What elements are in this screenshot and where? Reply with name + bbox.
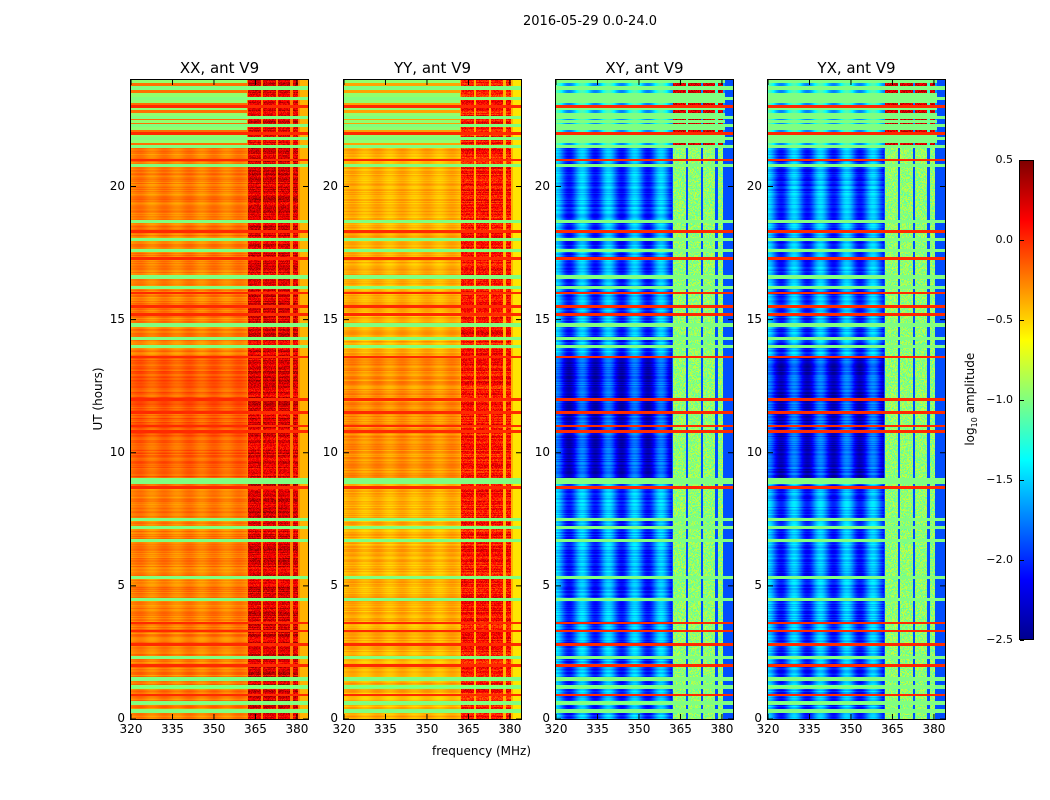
panel-title-xx: XX, ant V9 (179, 59, 260, 77)
y-tick-label: 20 (534, 178, 550, 193)
axis-ticks (343, 80, 521, 720)
colorbar-tick-mark (1020, 160, 1024, 161)
figure-suptitle: 2016-05-29 0.0-24.0 (523, 14, 657, 29)
colorbar-label-log: log (962, 427, 977, 446)
colorbar-tick-mark (1020, 560, 1024, 561)
x-tick-label: 335 (374, 722, 397, 736)
panel-title-yx: YX, ant V9 (817, 59, 896, 77)
colorbar-tick-label: 0.0 (995, 233, 1014, 246)
heatmap-panel-xx: 320 335 350 365 380 0 5 10 15 20 (110, 79, 309, 736)
colorbar-label-subscript: 10 (970, 417, 980, 428)
y-tick-label: 0 (330, 711, 338, 725)
y-tick-label: 10 (746, 444, 762, 459)
x-tick-label: 380 (285, 722, 309, 736)
axis-ticks (555, 80, 733, 720)
x-axis-label: frequency (MHz) (432, 744, 532, 758)
colorbar-tick-label: −1.5 (986, 473, 1013, 486)
x-tick-label: 335 (161, 722, 184, 736)
y-axis-label: UT (hours) (91, 367, 105, 431)
colorbar-tick-label: −2.0 (986, 553, 1013, 566)
y-tick-label: 10 (322, 444, 338, 459)
x-tick-label: 335 (586, 722, 609, 736)
y-tick-label: 20 (322, 178, 338, 193)
x-tick-label: 365 (881, 722, 904, 736)
heatmap-image (131, 80, 308, 719)
x-tick-label: 365 (244, 722, 267, 736)
y-tick-label: 0 (754, 711, 762, 725)
colorbar-tick-label: −2.5 (986, 633, 1013, 646)
x-tick-label: 350 (415, 722, 439, 736)
axes-frame (130, 79, 309, 720)
x-tick-label: 320 (544, 722, 568, 736)
axes-frame (343, 79, 522, 720)
heatmap-panel-xy: 320 335 350 365 380 0 5 10 15 20 (535, 79, 734, 736)
heatmap-panel-yx: 320 335 350 365 380 0 5 10 15 20 (747, 79, 946, 736)
panel-title-xy: XY, ant V9 (605, 59, 684, 77)
panel-title-yy: YY, ant V9 (393, 59, 471, 77)
x-tick-label: 320 (332, 722, 356, 736)
heatmap-panel-yy: 320 335 350 365 380 0 5 10 15 20 (323, 79, 522, 736)
colorbar-tick-mark (1020, 400, 1024, 401)
y-tick-label: 15 (534, 311, 550, 326)
y-tick-label: 5 (117, 577, 125, 592)
y-tick-label: 10 (534, 444, 550, 459)
y-tick-label: 5 (542, 577, 550, 592)
x-tick-label: 350 (839, 722, 863, 736)
colorbar-tick-label: 0.5 (995, 153, 1014, 166)
x-tick-label: 380 (922, 722, 946, 736)
x-tick-label: 350 (627, 722, 651, 736)
heatmap-image (344, 80, 521, 719)
axes-frame (555, 79, 734, 720)
colorbar-tick-label: −0.5 (986, 313, 1013, 326)
y-tick-label: 0 (117, 711, 125, 725)
heatmap-image (768, 80, 945, 719)
axes-frame (767, 79, 946, 720)
colorbar-tick-mark (1020, 320, 1024, 321)
colorbar (1019, 160, 1034, 640)
y-tick-label: 15 (746, 311, 762, 326)
x-tick-label: 350 (202, 722, 226, 736)
x-tick-label: 320 (756, 722, 780, 736)
colorbar-label-rest: amplitude (962, 352, 977, 418)
x-tick-label: 365 (457, 722, 480, 736)
axis-ticks (767, 80, 945, 720)
y-tick-label: 10 (109, 444, 125, 459)
x-tick-label: 380 (498, 722, 522, 736)
colorbar-tick-mark (1020, 640, 1024, 641)
x-tick-label: 320 (119, 722, 143, 736)
y-tick-label: 0 (542, 711, 550, 725)
y-tick-label: 5 (330, 577, 338, 592)
y-tick-label: 5 (754, 577, 762, 592)
x-tick-label: 335 (798, 722, 821, 736)
x-tick-label: 380 (710, 722, 734, 736)
colorbar-tick-mark (1020, 240, 1024, 241)
y-tick-label: 15 (109, 311, 125, 326)
colorbar-tick-mark (1020, 480, 1024, 481)
y-tick-label: 20 (109, 178, 125, 193)
axis-ticks (130, 80, 308, 720)
x-tick-label: 365 (669, 722, 692, 736)
y-tick-label: 15 (322, 311, 338, 326)
colorbar-tick-label: −1.0 (986, 393, 1013, 406)
y-tick-label: 20 (746, 178, 762, 193)
heatmap-image (556, 80, 733, 719)
